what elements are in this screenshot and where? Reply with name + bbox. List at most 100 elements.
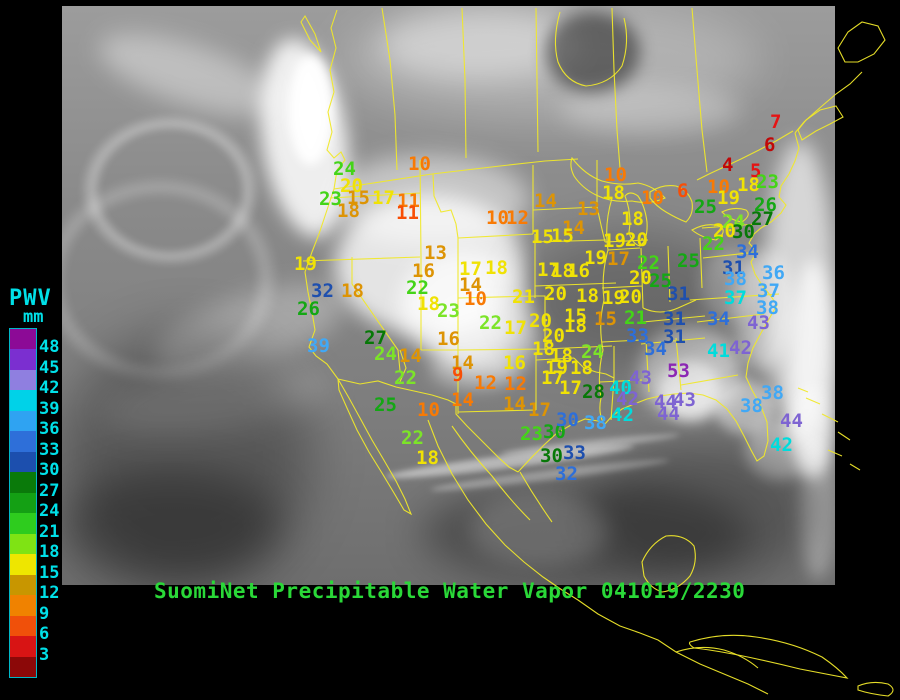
legend-value-label: 42: [39, 378, 60, 399]
station-value: 30: [732, 221, 755, 243]
station-value: 10: [417, 399, 440, 421]
station-value: 16: [567, 260, 590, 282]
station-value: 30: [556, 409, 579, 431]
station-value: 44: [780, 410, 803, 432]
station-value: 42: [729, 337, 752, 359]
station-value: 37: [724, 287, 747, 309]
dark-region: [62, 470, 282, 585]
station-value: 14: [534, 190, 557, 212]
station-value: 22: [702, 233, 725, 255]
station-value: 38: [724, 268, 747, 290]
station-value: 17: [607, 248, 630, 270]
station-value: 43: [747, 312, 770, 334]
station-value: 18: [337, 200, 360, 222]
storm-spiral-band: [62, 80, 300, 300]
legend-color-swatch: [10, 554, 36, 575]
storm-spiral-band: [62, 140, 320, 420]
station-value: 21: [512, 286, 535, 308]
legend-color-swatch: [10, 410, 36, 432]
legend-color-swatch: [10, 369, 36, 391]
station-value: 16: [437, 328, 460, 350]
station-value: 12: [506, 207, 529, 229]
legend-color-swatch: [10, 574, 36, 596]
station-value: 19: [717, 187, 740, 209]
legend-color-swatch: [10, 656, 36, 677]
station-value: 31: [663, 308, 686, 330]
station-value: 18: [621, 208, 644, 230]
legend-color-swatch: [10, 595, 36, 616]
station-value: 23: [756, 171, 779, 193]
legend-value-label: 9: [39, 603, 50, 624]
station-value: 26: [297, 298, 320, 320]
legend-color-swatch: [10, 451, 36, 473]
station-value: 18: [564, 315, 587, 337]
station-value: 38: [761, 382, 784, 404]
legend-value-label: 27: [39, 480, 60, 501]
station-value: 38: [740, 395, 763, 417]
legend-value-label: 3: [39, 644, 50, 665]
station-value: 53: [667, 360, 690, 382]
station-value: 11: [396, 202, 419, 224]
legend-value-label: 39: [39, 398, 60, 419]
station-value: 17: [372, 187, 395, 209]
station-value: 33: [626, 325, 649, 347]
station-value: 25: [374, 394, 397, 416]
station-value: 43: [629, 367, 652, 389]
legend-value-label: 12: [39, 583, 60, 604]
station-value: 9: [452, 364, 464, 386]
station-value: 41: [707, 340, 730, 362]
station-value: 21: [624, 307, 647, 329]
station-value: 20: [619, 286, 642, 308]
legend-color-swatch: [10, 349, 36, 370]
legend-value-label: 21: [39, 521, 60, 542]
station-value: 34: [707, 308, 730, 330]
station-value: 10: [604, 164, 627, 186]
station-value: 7: [770, 111, 782, 133]
station-value: 12: [474, 372, 497, 394]
station-value: 10: [408, 153, 431, 175]
station-value: 33: [563, 442, 586, 464]
station-value: 18: [416, 447, 439, 469]
station-value: 22: [394, 367, 417, 389]
legend-color-swatch: [10, 472, 36, 493]
station-value: 22: [401, 427, 424, 449]
station-value: 32: [555, 463, 578, 485]
station-value: 14: [399, 345, 422, 367]
station-value: 25: [694, 196, 717, 218]
station-value: 10: [641, 187, 664, 209]
station-value: 18: [602, 182, 625, 204]
station-value: 25: [677, 250, 700, 272]
station-value: 17: [528, 399, 551, 421]
station-value: 32: [311, 280, 334, 302]
legend-color-swatch: [10, 615, 36, 637]
station-value: 12: [504, 373, 527, 395]
legend-units: mm: [23, 307, 44, 327]
station-value: 28: [582, 381, 605, 403]
station-value: 23: [520, 423, 543, 445]
station-value: 38: [584, 412, 607, 434]
station-value: 10: [464, 288, 487, 310]
legend-value-label: 18: [39, 542, 60, 563]
station-value: 30: [540, 445, 563, 467]
legend-value-label: 48: [39, 337, 60, 358]
legend-value-label: 6: [39, 624, 50, 645]
station-value: 20: [625, 229, 648, 251]
station-value: 42: [770, 434, 793, 456]
station-value: 17: [504, 317, 527, 339]
station-value: 36: [762, 262, 785, 284]
station-value: 15: [551, 225, 574, 247]
legend-title: PWV: [9, 286, 52, 311]
legend-color-swatch: [10, 533, 36, 555]
legend-value-label: 24: [39, 501, 60, 522]
station-value: 16: [503, 352, 526, 374]
station-value: 24: [374, 343, 397, 365]
station-value: 18: [341, 280, 364, 302]
dark-region: [62, 330, 312, 580]
pwv-color-legend: PWV mm 48 45 42 39 36 33 30 27 24 21 18 15 12 9 6 3: [0, 284, 62, 684]
station-value: 13: [577, 198, 600, 220]
station-value: 39: [307, 335, 330, 357]
station-value: 13: [424, 242, 447, 264]
station-value: 14: [503, 393, 526, 415]
legend-value-label: 36: [39, 419, 60, 440]
